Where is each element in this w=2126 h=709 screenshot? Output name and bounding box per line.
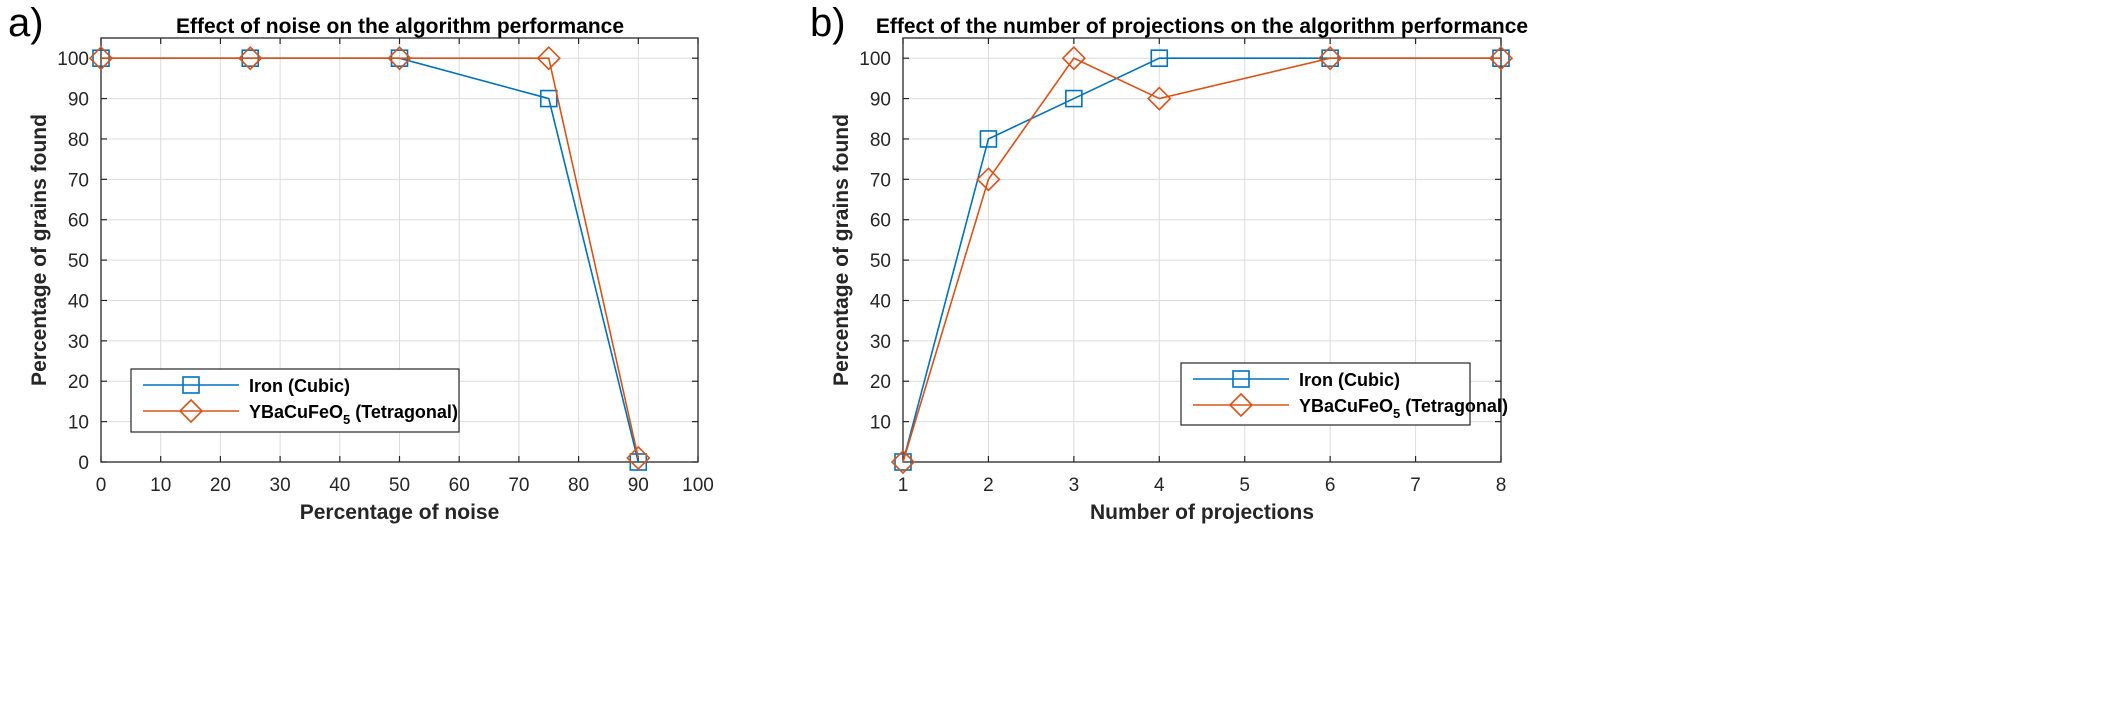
x-tick-label: 1: [898, 475, 909, 496]
x-tick-label: 3: [1069, 475, 1080, 496]
y-tick-label: 90: [870, 90, 891, 111]
legend-label: Iron (Cubic): [1299, 370, 1400, 390]
y-tick-label: 70: [68, 170, 89, 191]
data-point-iron: [1150, 49, 1169, 67]
y-tick-label: 30: [68, 332, 89, 353]
x-tick-label: 90: [628, 475, 649, 496]
y-tick-label: 90: [68, 90, 89, 111]
y-axis-label: Percentage of grains found: [830, 114, 853, 386]
y-tick-label: 40: [68, 291, 89, 312]
y-tick-label: 100: [57, 49, 89, 70]
legend-label-name: Iron (Cubic): [1299, 370, 1400, 390]
data-point-ybacufeo: [238, 46, 263, 71]
data-point-ybacufeo: [890, 449, 916, 475]
legend-label-name: YBaCuFeO: [1299, 396, 1393, 416]
x-tick-label: 8: [1496, 475, 1507, 496]
legend-label-subscript: 5: [343, 412, 350, 427]
legend-label: Iron (Cubic): [249, 376, 350, 396]
legend-marker-diamond: [178, 398, 204, 424]
chart-panel-a: 0 10 20 30 40 50 60 70 80 90 100 0 10 20 30 40 50 60 70 80 9…: [8, 1, 714, 524]
y-tick-label: 20: [68, 372, 89, 393]
y-tick-label: 10: [870, 413, 891, 434]
data-point-iron: [979, 130, 998, 148]
x-tick-label: 0: [96, 475, 107, 496]
y-tick-label: 30: [870, 332, 891, 353]
legend-label-suffix: (Tetragonal): [350, 402, 458, 422]
x-tick-label: 6: [1325, 475, 1336, 496]
data-point-ybacufeo: [1061, 46, 1086, 71]
legend-marker-square: [182, 376, 200, 394]
y-tick-label: 20: [870, 372, 891, 393]
data-point-ybacufeo: [1318, 46, 1343, 71]
legend-label-suffix: (Tetragonal): [1400, 396, 1508, 416]
x-tick-label: 5: [1239, 475, 1250, 496]
legend-box: [130, 368, 460, 433]
y-tick-label: 80: [870, 130, 891, 151]
y-tick-label: 60: [68, 211, 89, 232]
x-tick-label: 40: [329, 475, 350, 496]
legend: Iron (Cubic) YBaCuFeO5 (Tetragonal): [130, 368, 460, 433]
y-tick-label: 0: [78, 453, 89, 474]
legend-label: YBaCuFeO5 (Tetragonal): [249, 402, 458, 427]
series-line-ybacufeo: [902, 57, 1501, 463]
data-point-ybacufeo: [88, 46, 114, 71]
y-axis-label: Percentage of grains found: [28, 114, 51, 386]
x-tick-label: 70: [508, 475, 529, 496]
legend-label-name: Iron (Cubic): [249, 376, 350, 396]
x-tick-label: 80: [568, 475, 589, 496]
chart-panel-b: 1 2 3 4 5 6 7 8 10 20 30 40 50 60 70 80 90 100 Effect of t…: [810, 1, 1528, 524]
y-tick-label: 60: [870, 211, 891, 232]
y-tick-label: 80: [68, 130, 89, 151]
y-tick-label: 50: [870, 251, 891, 272]
data-point-ybacufeo: [387, 46, 412, 71]
x-axis-label: Number of projections: [1090, 501, 1314, 524]
data-point-iron: [539, 89, 558, 108]
legend: Iron (Cubic) YBaCuFeO5 (Tetragonal): [1180, 362, 1508, 426]
panel-label: a): [8, 1, 44, 45]
series-line-ybacufeo: [101, 57, 640, 459]
axes-box: [100, 37, 699, 463]
legend-marker-diamond: [1228, 392, 1254, 418]
data-point-ybacufeo: [976, 167, 1001, 192]
legend-label-subscript: 5: [1393, 406, 1400, 421]
data-point-iron: [894, 453, 912, 471]
y-tick-label: 40: [870, 291, 891, 312]
legend-label-name: YBaCuFeO: [249, 402, 343, 422]
legend-marker-square: [1232, 370, 1250, 388]
x-tick-label: 2: [983, 475, 994, 496]
data-point-iron: [1065, 89, 1083, 108]
y-tick-label: 70: [870, 170, 891, 191]
y-tick-label: 50: [68, 251, 89, 272]
data-point-ybacufeo: [536, 46, 561, 71]
data-point-ybacufeo: [1488, 46, 1514, 71]
data-point-ybacufeo: [626, 445, 651, 471]
chart-title: Effect of the number of projections on t…: [876, 15, 1528, 38]
x-tick-label: 20: [210, 475, 231, 496]
legend-box: [1180, 362, 1471, 426]
x-tick-label: 50: [389, 475, 410, 496]
legend-label: YBaCuFeO5 (Tetragonal): [1299, 396, 1508, 421]
axes-box: [902, 37, 1502, 463]
x-tick-label: 100: [682, 475, 714, 496]
x-axis-label: Percentage of noise: [300, 501, 500, 524]
panel-label: b): [810, 1, 846, 45]
y-tick-label: 100: [859, 49, 891, 70]
x-tick-label: 4: [1154, 475, 1165, 496]
x-tick-label: 30: [270, 475, 291, 496]
x-tick-label: 7: [1410, 475, 1421, 496]
chart-title: Effect of noise on the algorithm perform…: [176, 15, 624, 38]
data-point-ybacufeo: [1147, 86, 1172, 111]
x-tick-label: 60: [449, 475, 470, 496]
x-tick-label: 10: [150, 475, 171, 496]
y-tick-label: 10: [68, 413, 89, 434]
